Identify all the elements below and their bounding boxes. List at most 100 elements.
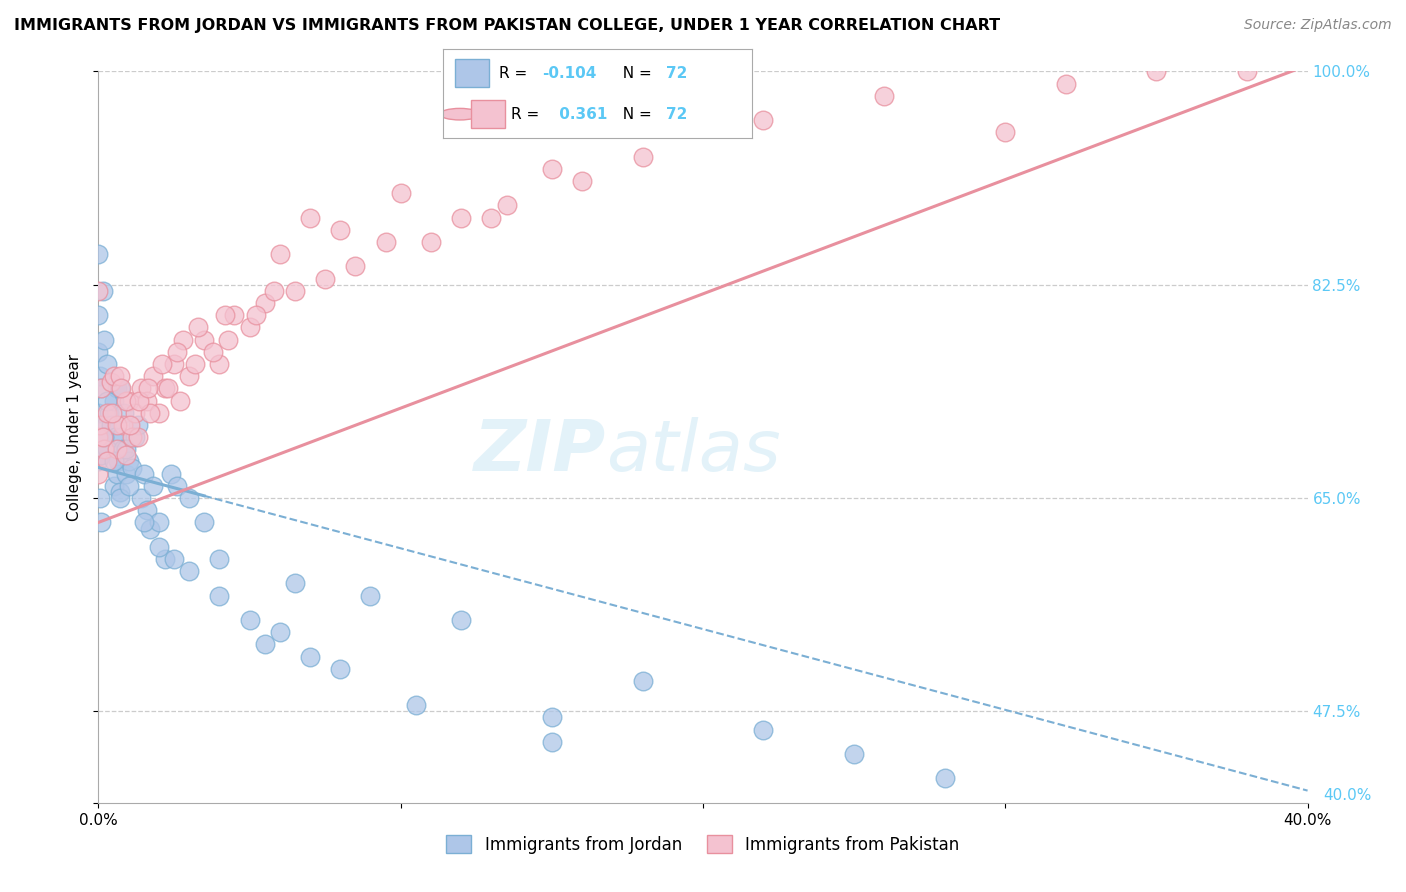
- Point: [103, 393, 125, 408]
- Circle shape: [440, 109, 479, 120]
- Point: [90, 381, 112, 395]
- Point: [114, 449, 136, 463]
- Point: [153, 552, 176, 566]
- Point: [208, 357, 231, 371]
- Point: [91, 284, 114, 298]
- Point: [127, 417, 149, 432]
- Point: [148, 406, 170, 420]
- Point: [107, 454, 129, 468]
- Point: [631, 673, 654, 688]
- Point: [87, 284, 110, 298]
- Point: [110, 381, 132, 395]
- Point: [114, 393, 136, 408]
- Point: [1236, 64, 1258, 78]
- Point: [166, 344, 188, 359]
- Point: [994, 125, 1017, 139]
- Point: [105, 442, 128, 457]
- Point: [187, 320, 209, 334]
- Point: [93, 333, 115, 347]
- Y-axis label: College, Under 1 year: College, Under 1 year: [67, 353, 83, 521]
- Point: [112, 406, 135, 420]
- Point: [172, 333, 194, 347]
- Point: [405, 698, 427, 713]
- Point: [121, 430, 143, 444]
- Point: [284, 284, 307, 298]
- Point: [420, 235, 443, 249]
- Point: [96, 393, 118, 408]
- Point: [89, 369, 111, 384]
- Text: 72: 72: [665, 66, 688, 80]
- Point: [105, 467, 128, 481]
- Point: [87, 344, 110, 359]
- Bar: [471, 100, 505, 128]
- Point: [139, 406, 162, 420]
- Point: [269, 247, 291, 261]
- Point: [118, 454, 141, 468]
- Point: [129, 491, 152, 505]
- Point: [91, 430, 114, 444]
- Point: [344, 260, 367, 274]
- Point: [389, 186, 412, 201]
- Point: [90, 381, 112, 395]
- Point: [96, 442, 118, 457]
- Point: [135, 503, 157, 517]
- Point: [110, 430, 132, 444]
- Point: [105, 417, 128, 432]
- Point: [269, 625, 291, 640]
- Point: [114, 442, 136, 457]
- Point: [127, 430, 149, 444]
- Point: [1054, 77, 1077, 91]
- Point: [481, 211, 503, 225]
- Point: [179, 564, 201, 578]
- Point: [114, 467, 136, 481]
- Point: [160, 467, 183, 481]
- Point: [139, 521, 162, 535]
- Point: [148, 516, 170, 530]
- Text: 0.361: 0.361: [554, 107, 607, 121]
- Point: [450, 613, 472, 627]
- Point: [184, 357, 207, 371]
- Text: R =: R =: [499, 66, 531, 80]
- Point: [239, 320, 262, 334]
- Point: [120, 417, 142, 432]
- Point: [239, 613, 262, 627]
- Point: [108, 381, 131, 395]
- Text: IMMIGRANTS FROM JORDAN VS IMMIGRANTS FROM PAKISTAN COLLEGE, UNDER 1 YEAR CORRELA: IMMIGRANTS FROM JORDAN VS IMMIGRANTS FRO…: [14, 18, 1000, 33]
- Point: [253, 296, 276, 310]
- Point: [214, 308, 236, 322]
- Point: [1146, 64, 1168, 78]
- Point: [142, 479, 165, 493]
- Point: [103, 454, 125, 468]
- Point: [540, 710, 562, 724]
- Point: [93, 430, 115, 444]
- Point: [101, 406, 124, 420]
- Point: [129, 381, 152, 395]
- Point: [540, 161, 562, 176]
- Point: [111, 442, 134, 457]
- Point: [90, 516, 112, 530]
- Point: [540, 735, 562, 749]
- Point: [873, 88, 896, 103]
- Point: [193, 333, 215, 347]
- Point: [314, 271, 336, 285]
- Text: N =: N =: [613, 66, 657, 80]
- Point: [100, 417, 122, 432]
- Point: [98, 406, 121, 420]
- Text: 40.0%: 40.0%: [1323, 788, 1372, 803]
- Point: [224, 308, 246, 322]
- Point: [150, 357, 173, 371]
- Point: [103, 369, 125, 384]
- Point: [299, 211, 322, 225]
- Point: [105, 381, 128, 395]
- Point: [118, 393, 141, 408]
- Point: [124, 430, 146, 444]
- Point: [87, 454, 110, 468]
- Point: [163, 552, 186, 566]
- Point: [108, 491, 131, 505]
- Point: [263, 284, 285, 298]
- Point: [166, 479, 188, 493]
- Text: 72: 72: [665, 107, 688, 121]
- Point: [374, 235, 396, 249]
- Point: [94, 417, 117, 432]
- Point: [111, 417, 134, 432]
